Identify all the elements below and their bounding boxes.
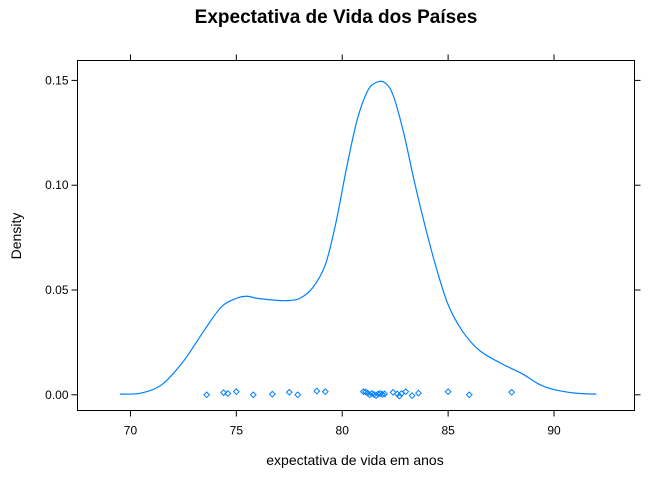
x-tick-label: 70 (124, 424, 138, 438)
observation-point (402, 388, 410, 396)
observation-point (374, 390, 382, 398)
plot-frame (77, 60, 635, 411)
observation-point (321, 388, 329, 396)
density-curve (119, 80, 597, 395)
observation-point (376, 390, 384, 398)
y-tick-label: 0.15 (45, 73, 69, 87)
x-axis: 70 75 80 85 90 (124, 54, 561, 438)
observation-point (285, 388, 293, 396)
x-tick-label: 75 (230, 424, 244, 438)
y-axis-label: Density (8, 213, 24, 260)
observation-point (294, 391, 302, 399)
observation-point (224, 390, 232, 398)
observation-point (203, 391, 211, 399)
observation-point (313, 387, 321, 395)
x-tick-label: 80 (336, 424, 350, 438)
observation-point (220, 389, 228, 397)
x-tick-label: 85 (441, 424, 455, 438)
y-tick-label: 0.05 (45, 283, 69, 297)
observation-points (203, 387, 516, 400)
observation-point (368, 390, 376, 398)
observation-point (444, 388, 452, 396)
observation-point (508, 388, 516, 396)
observation-point (389, 388, 397, 396)
x-tick-label: 90 (547, 424, 561, 438)
observation-point (408, 392, 416, 400)
observation-point (249, 391, 257, 399)
observation-point (232, 388, 240, 396)
chart-title: Expectativa de Vida dos Países (195, 7, 478, 28)
observation-point (465, 391, 473, 399)
observation-point (359, 388, 367, 396)
observation-point (372, 392, 380, 400)
y-tick-label: 0.10 (45, 178, 69, 192)
observation-point (378, 390, 386, 398)
observation-point (268, 390, 276, 398)
x-axis-label: expectativa de vida em anos (266, 452, 443, 468)
observation-point (395, 392, 403, 400)
y-tick-label: 0.00 (45, 388, 69, 402)
y-axis: 0.00 0.05 0.10 0.15 (45, 73, 641, 402)
observation-point (381, 390, 389, 398)
observation-point (414, 389, 422, 397)
